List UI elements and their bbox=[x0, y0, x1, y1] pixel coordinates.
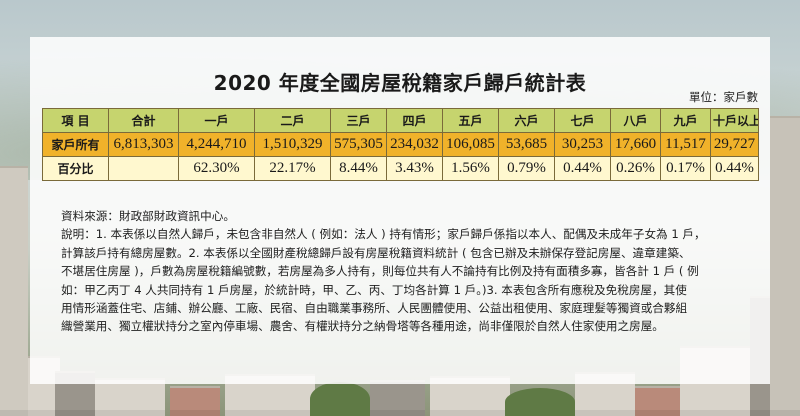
table-cell: 22.17% bbox=[254, 156, 331, 181]
table-cell: 106,085 bbox=[442, 132, 499, 157]
page-title: 2020 年度全國房屋稅籍家戶歸戶統計表 bbox=[213, 71, 587, 95]
table-cell: 575,305 bbox=[330, 132, 387, 157]
table-cell: 0.44% bbox=[710, 156, 759, 181]
table-cell bbox=[108, 156, 179, 181]
table-cell: 4,244,710 bbox=[178, 132, 255, 157]
table-cell: 17,660 bbox=[610, 132, 661, 157]
col-header-6: 六戶 bbox=[498, 108, 555, 133]
col-header-total: 合計 bbox=[108, 108, 179, 133]
table-cell: 234,032 bbox=[386, 132, 443, 157]
col-header-8: 八戶 bbox=[610, 108, 661, 133]
table-cell: 1,510,329 bbox=[254, 132, 331, 157]
table-cell: 53,685 bbox=[498, 132, 555, 157]
row-label: 百分比 bbox=[42, 156, 109, 181]
table-cell: 8.44% bbox=[330, 156, 387, 181]
col-header-10plus: 十戶以上 bbox=[710, 108, 759, 133]
col-header-9: 九戶 bbox=[660, 108, 711, 133]
table-cell: 1.56% bbox=[442, 156, 499, 181]
note-line: 不堪居住房屋 )，戶數為房屋稅籍編號數，若房屋為多人持有，則每位共有人不論持有比… bbox=[61, 264, 699, 279]
table-cell: 0.44% bbox=[554, 156, 611, 181]
row-label: 家戶所有 bbox=[42, 132, 109, 157]
table-cell: 0.79% bbox=[498, 156, 555, 181]
table-cell: 62.30% bbox=[178, 156, 255, 181]
table-cell: 6,813,303 bbox=[108, 132, 179, 157]
table-row-percent: 百分比 62.30% 22.17% 8.44% 3.43% 1.56% 0.79… bbox=[42, 156, 759, 181]
header-row: 項 目 合計 一戶 二戶 三戶 四戶 五戶 六戶 七戶 八戶 九戶 十戶以上 bbox=[42, 108, 759, 133]
col-header-5: 五戶 bbox=[442, 108, 499, 133]
source-note: 資料來源：財政部財政資訊中心。 bbox=[61, 209, 235, 223]
note-line: 如：甲乙丙丁 4 人共同持有 1 戶房屋，於統計時，甲、乙、丙、丁均各計算 1 … bbox=[61, 282, 687, 297]
table-cell: 29,727 bbox=[710, 132, 759, 157]
note-line: 織營業用、獨立權狀持分之室內停車場、農舍、有權狀持分之納骨塔等各種用途，尚非僅限… bbox=[61, 319, 664, 334]
col-header-4: 四戶 bbox=[386, 108, 443, 133]
note-line: 用情形涵蓋住宅、店鋪、辦公廳、工廠、民宿、自由職業事務所、人民團體使用、公益出租… bbox=[61, 301, 688, 316]
col-header-2: 二戶 bbox=[254, 108, 331, 133]
note-line: 計算該戶持有總房屋數。2. 本表係以全國財產稅總歸戶設有房屋稅籍資料統計 ( 包… bbox=[61, 245, 691, 260]
col-header-item: 項 目 bbox=[42, 108, 109, 133]
notes-section: 資料來源：財政部財政資訊中心。 說明：1. 本表係以自然人歸戶，未包含非自然人 … bbox=[61, 207, 761, 336]
table-cell: 30,253 bbox=[554, 132, 611, 157]
col-header-7: 七戶 bbox=[554, 108, 611, 133]
table-cell: 3.43% bbox=[386, 156, 443, 181]
table-cell: 0.26% bbox=[610, 156, 661, 181]
col-header-1: 一戶 bbox=[178, 108, 255, 133]
col-header-3: 三戶 bbox=[330, 108, 387, 133]
unit-label: 單位：家戶數 bbox=[689, 90, 758, 104]
infographic-panel: 2020 年度全國房屋稅籍家戶歸戶統計表 單位：家戶數 項 目 合計 一戶 二戶… bbox=[30, 37, 770, 384]
table-cell: 11,517 bbox=[660, 132, 711, 157]
note-line: 說明：1. 本表係以自然人歸戶，未包含非自然人 ( 例如：法人 ) 持有情形；家… bbox=[61, 227, 706, 242]
table-row-households: 家戶所有 6,813,303 4,244,710 1,510,329 575,3… bbox=[42, 132, 759, 157]
stats-table: 項 目 合計 一戶 二戶 三戶 四戶 五戶 六戶 七戶 八戶 九戶 十戶以上 家… bbox=[42, 108, 759, 181]
table-cell: 0.17% bbox=[660, 156, 711, 181]
